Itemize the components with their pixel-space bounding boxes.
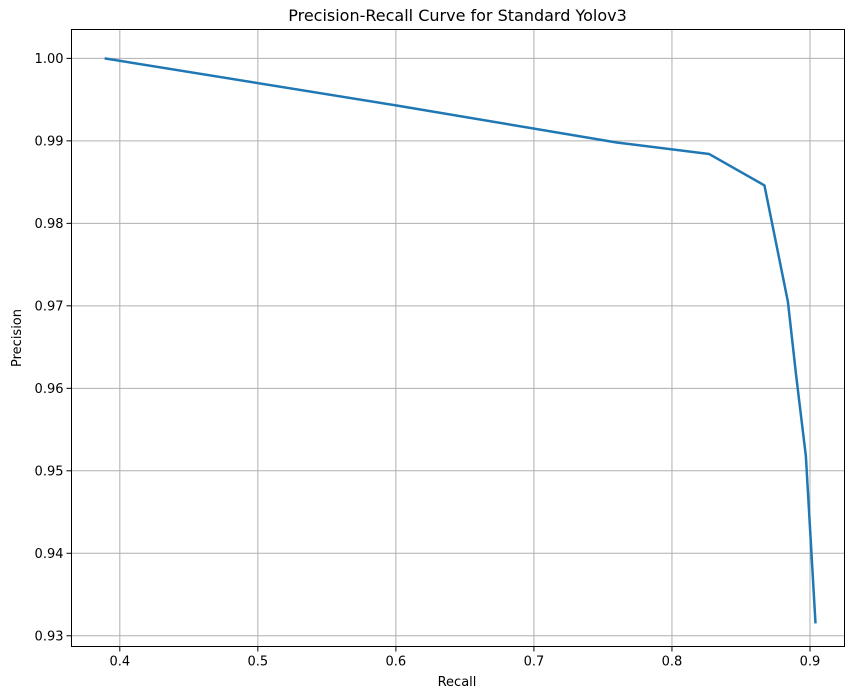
x-tick-label: 0.4 — [109, 655, 130, 670]
y-tick-label: 0.97 — [35, 299, 64, 314]
x-axis-ticks: 0.4 0.5 0.6 0.7 0.8 0.9 — [109, 646, 821, 670]
y-tick-label: 0.99 — [35, 134, 64, 149]
chart-title: Precision-Recall Curve for Standard Yolo… — [288, 6, 627, 25]
x-tick-label: 0.5 — [248, 655, 269, 670]
pr-curve-line — [104, 57, 817, 624]
y-tick-label: 0.93 — [35, 629, 64, 644]
x-tick-label: 0.9 — [800, 655, 821, 670]
y-tick-label: 0.96 — [35, 382, 64, 397]
y-tick-label: 0.94 — [35, 547, 64, 562]
y-axis-ticks: 0.93 0.94 0.95 0.96 0.97 0.98 0.99 1.00 — [35, 52, 72, 644]
y-tick-label: 1.00 — [35, 52, 64, 67]
series-layer — [104, 57, 817, 624]
y-tick-label: 0.98 — [35, 217, 64, 232]
grid — [71, 29, 845, 647]
x-axis-label: Recall — [438, 675, 477, 690]
x-tick-label: 0.8 — [662, 655, 683, 670]
x-tick-label: 0.6 — [386, 655, 407, 670]
y-axis-label: Precision — [10, 309, 25, 367]
y-tick-label: 0.95 — [35, 464, 64, 479]
x-tick-label: 0.7 — [524, 655, 545, 670]
plot-frame — [71, 29, 845, 647]
